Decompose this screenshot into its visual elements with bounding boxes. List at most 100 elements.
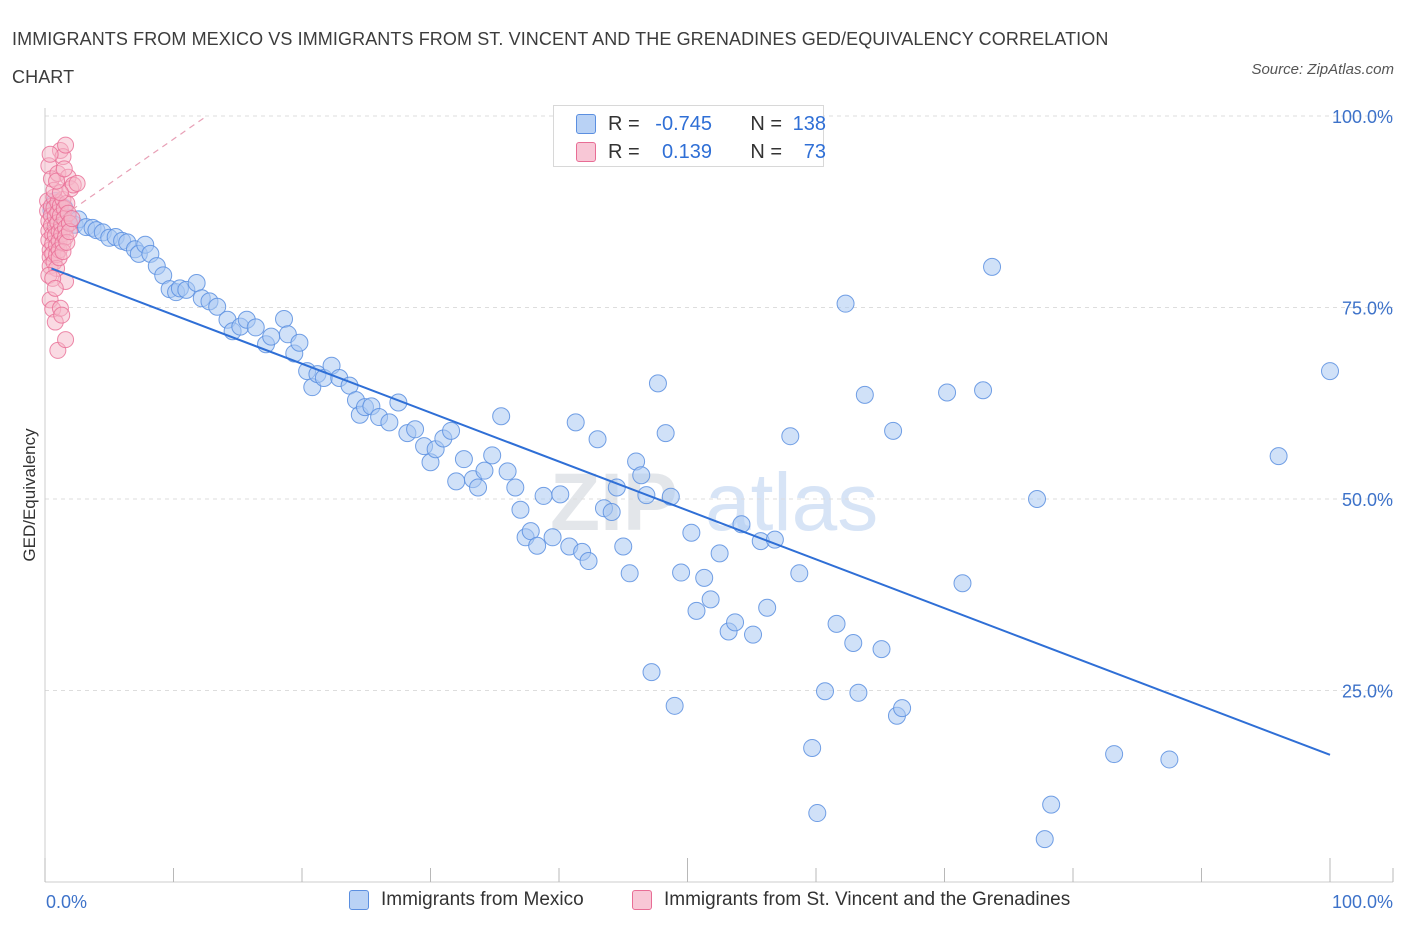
point-mexico [492,407,511,426]
point-mexico [454,450,473,469]
point-mexico [528,536,547,555]
point-mexico [983,257,1002,276]
y-axis-label: GED/Equivalency [20,428,39,562]
trend-lines [44,116,1331,756]
point-mexico [884,421,903,440]
stat-row-mexico: R = -0.745 N = 138 [576,110,826,138]
point-mexico [672,563,691,582]
point-mexico [475,461,494,480]
point-mexico [701,590,720,609]
stat-r-value: 0.139 [661,140,712,163]
point-mexico [953,574,972,593]
point-mexico [498,462,517,481]
legend-label-mexico: Immigrants from Mexico [381,889,584,910]
point-mexico [803,738,822,757]
legend-swatch-blue [349,890,369,910]
point-mexico [632,466,651,485]
point-mexico [483,446,502,465]
point-mexico [551,485,570,504]
point-mexico [815,682,834,701]
point-mexico [695,568,714,587]
point-st-vincent [55,160,73,178]
grid-lines [45,115,1393,691]
point-mexico [682,523,701,542]
point-st-vincent [57,331,75,349]
point-mexico [855,385,874,404]
tick-labels: 100.0% 75.0% 50.0% 25.0% 0.0% 100.0% [46,107,1393,912]
stat-n-value: 138 [792,112,826,135]
point-st-vincent [57,136,75,154]
point-mexico [790,564,809,583]
point-mexico [849,683,868,702]
point-mexico [511,500,530,519]
point-mexico [566,413,585,432]
point-mexico [781,427,800,446]
point-mexico [744,625,763,644]
point-mexico [836,294,855,313]
point-st-vincent [63,210,81,228]
watermark-zip: ZIP [550,457,678,548]
stat-n-label: N = [750,112,782,135]
point-mexico [602,503,621,522]
point-mexico [758,598,777,617]
watermark-atlas: atlas [705,457,878,548]
point-mexico [1160,750,1179,769]
point-mexico [893,699,912,718]
point-mexico [872,640,891,659]
stat-r-label: R = [608,112,640,135]
y-tick-label: 25.0% [1342,682,1393,702]
stat-r-value: -0.745 [655,112,712,135]
legend-swatch-pink [632,890,652,910]
point-mexico [534,486,553,505]
legend-item-mexico[interactable]: Immigrants from Mexico [349,889,584,911]
point-mexico [275,309,294,328]
source-label: Source: ZipAtlas.com [1251,61,1394,78]
point-mexico [246,318,265,337]
point-mexico [187,273,206,292]
legend: Immigrants from Mexico Immigrants from S… [0,889,1406,915]
point-mexico [1035,830,1054,849]
point-mexico [1321,362,1339,381]
point-mexico [827,614,846,633]
point-mexico [1028,490,1047,508]
legend-label-st-vincent: Immigrants from St. Vincent and the Gren… [664,889,1071,910]
point-mexico [579,552,598,571]
point-mexico [506,478,525,497]
point-mexico [543,528,562,547]
chart-title: IMMIGRANTS FROM MEXICO VS IMMIGRANTS FRO… [12,29,1109,87]
point-st-vincent [53,306,71,324]
x-tick-label: 0.0% [46,892,87,912]
point-mexico [262,327,281,346]
stat-n-value: 73 [803,140,826,163]
point-mexico [726,613,745,632]
point-mexico [1042,795,1061,814]
point-mexico [665,696,684,715]
point-mexico [1105,745,1124,764]
point-mexico [687,601,706,620]
legend-item-st-vincent[interactable]: Immigrants from St. Vincent and the Gren… [632,889,1070,911]
point-mexico [710,544,729,563]
point-mexico [938,383,957,402]
point-mexico [661,487,680,506]
point-mexico [588,430,607,449]
point-mexico [844,634,863,653]
point-mexico [406,420,425,439]
stat-row-st-vincent: R = 0.139 N = 73 [576,138,826,166]
series-mexico [42,107,1339,849]
x-tick-label: 100.0% [1332,892,1393,912]
point-mexico [447,472,466,491]
y-tick-label: 50.0% [1342,490,1393,510]
y-tick-label: 75.0% [1342,299,1393,319]
point-st-vincent [48,172,66,190]
point-mexico [648,374,667,393]
point-mexico [380,413,399,432]
stat-r-label: R = [608,140,640,163]
point-mexico [808,804,827,823]
point-mexico [642,663,661,682]
point-mexico [290,333,309,352]
point-mexico [656,424,675,443]
stat-n-label: N = [750,140,782,163]
y-tick-label: 100.0% [1332,107,1393,127]
stats-box: R = -0.745 N = 138 R = 0.139 N = 73 [553,105,826,167]
